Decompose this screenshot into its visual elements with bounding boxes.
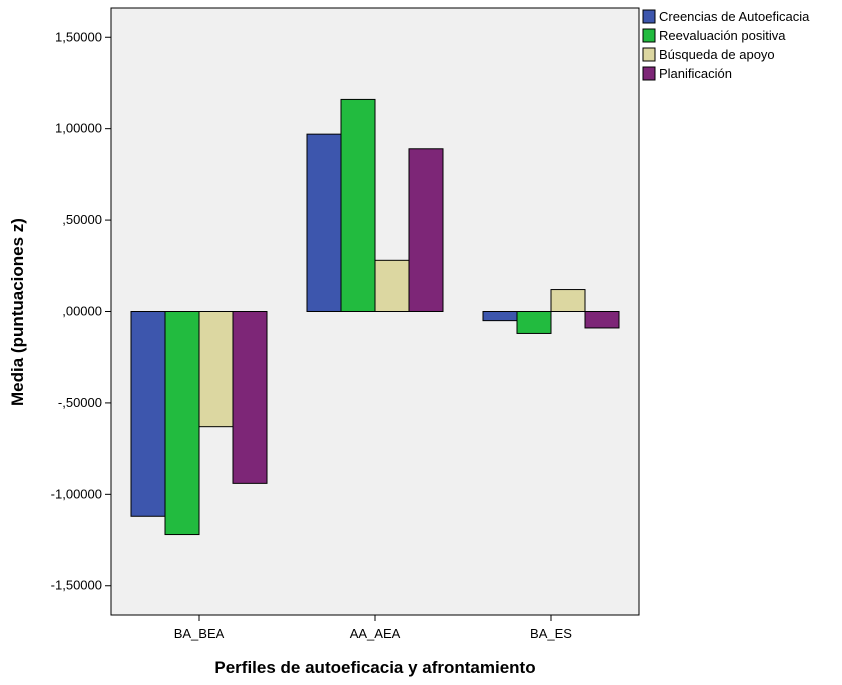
legend-label: Búsqueda de apoyo bbox=[659, 47, 775, 62]
x-axis-title: Perfiles de autoeficacia y afrontamiento bbox=[214, 658, 535, 677]
bar-BA_ES-3 bbox=[550, 289, 586, 312]
y-tick-label: ,50000 bbox=[62, 212, 102, 227]
legend-label: Reevaluación positiva bbox=[659, 28, 786, 43]
y-tick-label: 1,00000 bbox=[55, 121, 102, 136]
x-tick-label: BA_ES bbox=[530, 626, 572, 641]
legend-label: Planificación bbox=[659, 66, 732, 81]
legend-swatch bbox=[642, 47, 656, 62]
bar-AA_AEA-1 bbox=[306, 133, 342, 312]
y-tick-label: -,50000 bbox=[58, 395, 102, 410]
bar-AA_AEA-3 bbox=[374, 259, 410, 312]
x-tick-label: BA_BEA bbox=[174, 626, 225, 641]
bars-group bbox=[130, 98, 620, 536]
y-tick-label: -1,50000 bbox=[51, 578, 102, 593]
bar-BA_BEA-2 bbox=[164, 311, 200, 536]
bar-BA_ES-4 bbox=[584, 311, 620, 329]
legend-swatch bbox=[642, 9, 656, 24]
y-tick-label: 1,50000 bbox=[55, 29, 102, 44]
bar-BA_ES-2 bbox=[516, 311, 552, 334]
legend-label: Creencias de Autoeficacia bbox=[659, 9, 810, 24]
y-tick-label: -1,00000 bbox=[51, 486, 102, 501]
bar-BA_BEA-3 bbox=[198, 311, 234, 428]
y-axis: -1,50000 -1,00000 -,50000 ,00000 ,50000 1,000… bbox=[51, 29, 111, 593]
legend: Creencias de Autoeficacia Reevaluación po… bbox=[642, 9, 810, 81]
bar-BA_BEA-4 bbox=[232, 311, 268, 484]
y-tick-label: ,00000 bbox=[62, 304, 102, 319]
legend-swatch bbox=[642, 66, 656, 81]
x-tick-label: AA_AEA bbox=[350, 626, 401, 641]
y-axis-title: Media (puntuaciones z) bbox=[8, 218, 27, 406]
bar-BA_BEA-1 bbox=[130, 311, 166, 517]
bar-AA_AEA-2 bbox=[340, 98, 376, 312]
legend-swatch bbox=[642, 28, 656, 43]
bar-BA_ES-1 bbox=[482, 311, 518, 322]
x-axis: BA_BEA AA_AEA BA_ES bbox=[174, 615, 572, 641]
bar-AA_AEA-4 bbox=[408, 148, 444, 312]
